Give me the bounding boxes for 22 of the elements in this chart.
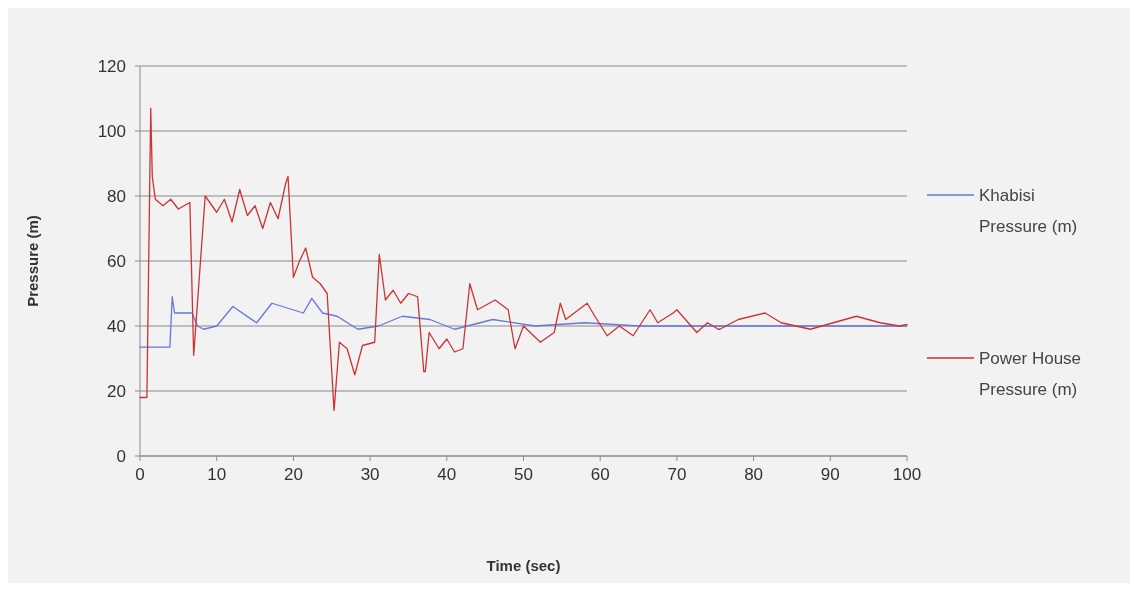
y-tick-label: 20 <box>107 381 126 401</box>
x-tick-label: 90 <box>820 465 840 484</box>
x-tick-label: 20 <box>283 465 303 484</box>
x-tick-label: 40 <box>437 465 457 484</box>
x-tick-label: 100 <box>892 465 922 484</box>
y-tick-label: 40 <box>107 316 126 336</box>
y-tick-label: 80 <box>107 186 126 206</box>
y-tick-label: 0 <box>116 446 126 466</box>
y-tick-label: 120 <box>97 56 126 76</box>
x-axis-title: Time (sec) <box>486 557 561 574</box>
y-tick-label: 100 <box>97 121 126 141</box>
x-tick-label: 0 <box>135 465 145 484</box>
x-tick-label: 60 <box>590 465 610 484</box>
x-tick-label: 10 <box>207 465 227 484</box>
x-tick-label: 80 <box>744 465 764 484</box>
x-tick-label: 50 <box>514 465 533 484</box>
y-tick-label: 60 <box>107 251 126 271</box>
x-tick-label: 70 <box>667 465 687 484</box>
legend-label: Khabisi Pressure (m) <box>979 186 1078 236</box>
y-axis-title: Pressure (m) <box>24 215 41 307</box>
x-tick-label: 30 <box>360 465 380 484</box>
legend-label: Power House Pressure (m) <box>979 349 1082 399</box>
